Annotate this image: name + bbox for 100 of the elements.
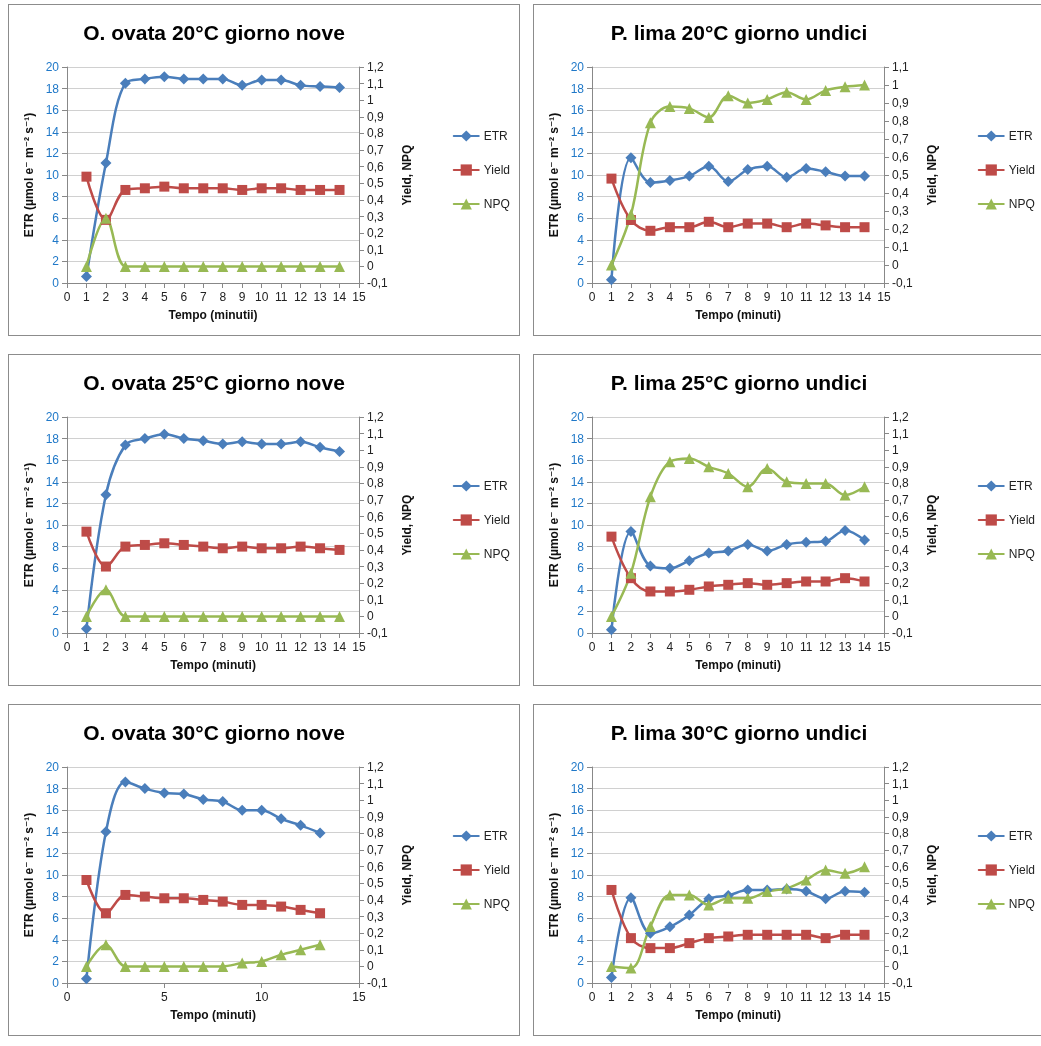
point [684,222,695,233]
point [683,555,695,567]
x-tick-label: 7 [724,290,732,304]
y-tick-label: 8 [577,889,585,904]
point [120,541,131,552]
y2-tick-label: 0,4 [367,192,385,207]
y2-tick-label: 0,6 [367,859,385,874]
x-tick-label: 9 [238,640,246,654]
point [820,893,832,905]
point [159,538,170,549]
y-tick-label: 6 [577,911,585,926]
point [119,960,131,972]
y2-tick-label: 1 [367,793,374,808]
x-tick-label: 10 [254,290,269,304]
point [275,610,287,622]
x-tick-label: 5 [685,990,693,1004]
y2-tick-label: 1,2 [367,60,385,74]
x-tick-label: 3 [647,290,655,304]
y-tick-label: 16 [570,103,585,118]
point [722,175,734,187]
point [81,874,92,885]
y-tick-label: 4 [577,232,585,247]
x-tick-label: 1 [83,290,91,304]
y2-tick-label: 0,4 [367,892,385,907]
point [236,260,248,272]
point [334,610,346,622]
point [197,260,209,272]
point [625,152,637,164]
point [800,93,812,105]
y-tick-label: 6 [577,211,585,226]
point [217,73,229,85]
y-tick-label: 12 [570,496,585,511]
y2-tick-label: 0,7 [367,493,385,508]
x-axis-title: Tempo (minuti) [170,1008,256,1022]
point [820,477,832,489]
y-tick-label: 14 [570,824,585,839]
point [80,260,92,272]
x-tick-label: 0 [588,640,596,654]
point [80,610,92,622]
point [742,218,753,229]
y2-tick-label: -0,1 [367,276,388,290]
point [800,163,812,175]
point [119,439,131,451]
point [275,949,287,961]
point [859,79,871,91]
point [178,610,190,622]
point [781,578,792,589]
y2-tick-label: 0,8 [892,476,910,491]
chart-title: P. lima 20°C giorno undici [610,21,868,44]
point [237,899,248,910]
y-tick-label: 10 [45,168,60,182]
y2-tick-label: 0,5 [892,526,910,541]
point [100,939,112,951]
x-tick-label: 14 [857,640,872,654]
point [139,539,150,550]
legend-label: NPQ [483,897,510,911]
point [276,901,287,912]
x-tick-label: 15 [877,290,891,304]
x-tick-label: 15 [877,990,891,1004]
y2-tick-label: 0,3 [367,209,385,224]
point [703,160,715,172]
y-tick-label: 12 [45,846,60,861]
point [625,567,637,579]
y2-tick-label: 0,1 [892,240,910,254]
y2-tick-label: 0,6 [367,159,385,174]
point [625,209,637,221]
x-tick-label: 14 [332,640,347,654]
point [664,222,675,233]
y-tick-label: 16 [45,453,60,468]
point [859,222,870,233]
point [314,610,326,622]
point [295,79,307,91]
legend-label: Yield [1008,863,1036,877]
y2-tick-label: 1,1 [892,426,910,441]
chart-title: O. ovata 20°C giorno nove [83,21,345,44]
point [703,461,715,473]
legend-label: Yield [483,513,511,527]
y2-tick-label: 0,1 [367,942,385,957]
point [334,446,346,458]
point [859,886,871,898]
y-tick-label: 0 [577,626,585,640]
y2-tick-label: 0 [367,959,374,974]
y2-tick-label: 1,2 [892,760,910,774]
x-tick-label: 4 [141,640,149,654]
y2-axis-title: Yield, NPQ [400,494,414,556]
y-tick-label: 0 [52,976,60,990]
point [217,610,229,622]
x-tick-label: 11 [799,990,813,1004]
point [81,171,92,182]
point [840,222,851,233]
y-tick-label: 2 [52,254,60,269]
y2-tick-label: 1,2 [367,760,385,774]
y-tick-label: 0 [577,976,585,990]
x-tick-label: 1 [608,990,616,1004]
point [742,929,753,940]
point [276,183,287,194]
point [820,84,832,96]
point [295,184,306,195]
y2-axis-title: Yield, NPQ [925,494,939,556]
y2-tick-label: 0,1 [367,592,385,607]
